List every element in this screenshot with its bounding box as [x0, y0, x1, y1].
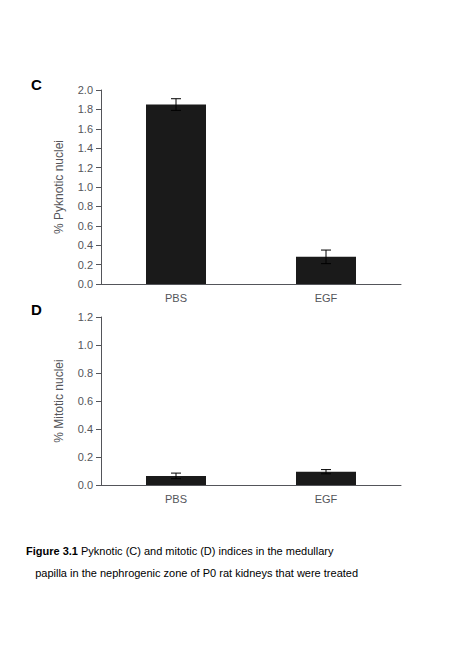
svg-text:PBS: PBS	[165, 292, 187, 304]
svg-text:0.0: 0.0	[78, 479, 93, 491]
svg-text:0.6: 0.6	[78, 395, 93, 407]
svg-text:% Pyknotic nuclei: % Pyknotic nuclei	[52, 140, 66, 234]
svg-text:0.2: 0.2	[78, 451, 93, 463]
svg-text:0.8: 0.8	[78, 367, 93, 379]
svg-text:EGF: EGF	[315, 292, 338, 304]
svg-text:C: C	[31, 76, 42, 93]
svg-text:1.0: 1.0	[78, 181, 93, 193]
svg-text:1.0: 1.0	[78, 339, 93, 351]
svg-text:0.6: 0.6	[78, 220, 93, 232]
svg-text:0.4: 0.4	[78, 423, 93, 435]
svg-text:PBS: PBS	[165, 493, 187, 505]
svg-text:EGF: EGF	[315, 493, 338, 505]
svg-text:1.6: 1.6	[78, 123, 93, 135]
svg-text:papilla in the nephrogenic zon: papilla in the nephrogenic zone of P0 ra…	[26, 567, 358, 579]
svg-text:1.2: 1.2	[78, 311, 93, 323]
svg-text:0.4: 0.4	[78, 239, 93, 251]
svg-text:2.0: 2.0	[78, 84, 93, 96]
svg-text:1.4: 1.4	[78, 142, 93, 154]
svg-text:D: D	[31, 301, 42, 318]
svg-text:0.8: 0.8	[78, 200, 93, 212]
svg-text:Figure 3.1: Figure 3.1	[26, 545, 78, 557]
svg-text:0.2: 0.2	[78, 259, 93, 271]
svg-text:0.0: 0.0	[78, 278, 93, 290]
svg-text:% Mitotic nuclei: % Mitotic nuclei	[52, 359, 66, 442]
svg-text:Pyknotic (C) and mitotic (D) i: Pyknotic (C) and mitotic (D) indices in …	[78, 545, 334, 557]
svg-text:1.8: 1.8	[78, 103, 93, 115]
svg-text:1.2: 1.2	[78, 162, 93, 174]
